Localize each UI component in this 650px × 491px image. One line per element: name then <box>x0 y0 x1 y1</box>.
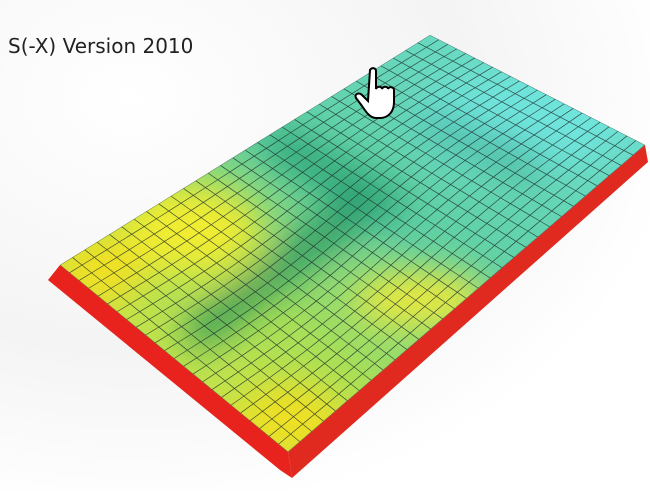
mesh-line <box>230 117 592 406</box>
mesh-line <box>278 140 637 445</box>
mesh-line <box>268 135 628 437</box>
mesh-line <box>240 121 601 414</box>
mesh-line <box>192 98 556 375</box>
mesh-line <box>249 126 610 422</box>
version-title: S(-X) Version 2010 <box>8 34 194 58</box>
mesh-line <box>164 85 529 352</box>
plate-edge <box>288 145 648 478</box>
plate-surface <box>60 35 645 452</box>
mesh-line <box>60 35 431 266</box>
mesh-line <box>135 71 502 328</box>
mesh-line <box>78 43 449 281</box>
mesh-line <box>173 89 538 359</box>
mesh-line <box>259 130 619 429</box>
mesh-line <box>154 80 520 344</box>
mesh-line <box>97 53 467 297</box>
mesh-line <box>183 94 547 367</box>
mesh-line <box>202 103 565 383</box>
plate-edge <box>48 265 292 478</box>
hand-cursor <box>354 67 395 119</box>
mesh-line <box>107 57 475 305</box>
mesh-line <box>145 75 511 336</box>
mesh-line <box>126 66 493 320</box>
mesh-line <box>221 112 583 398</box>
mesh-line <box>211 108 574 390</box>
mesh-line <box>116 62 484 313</box>
